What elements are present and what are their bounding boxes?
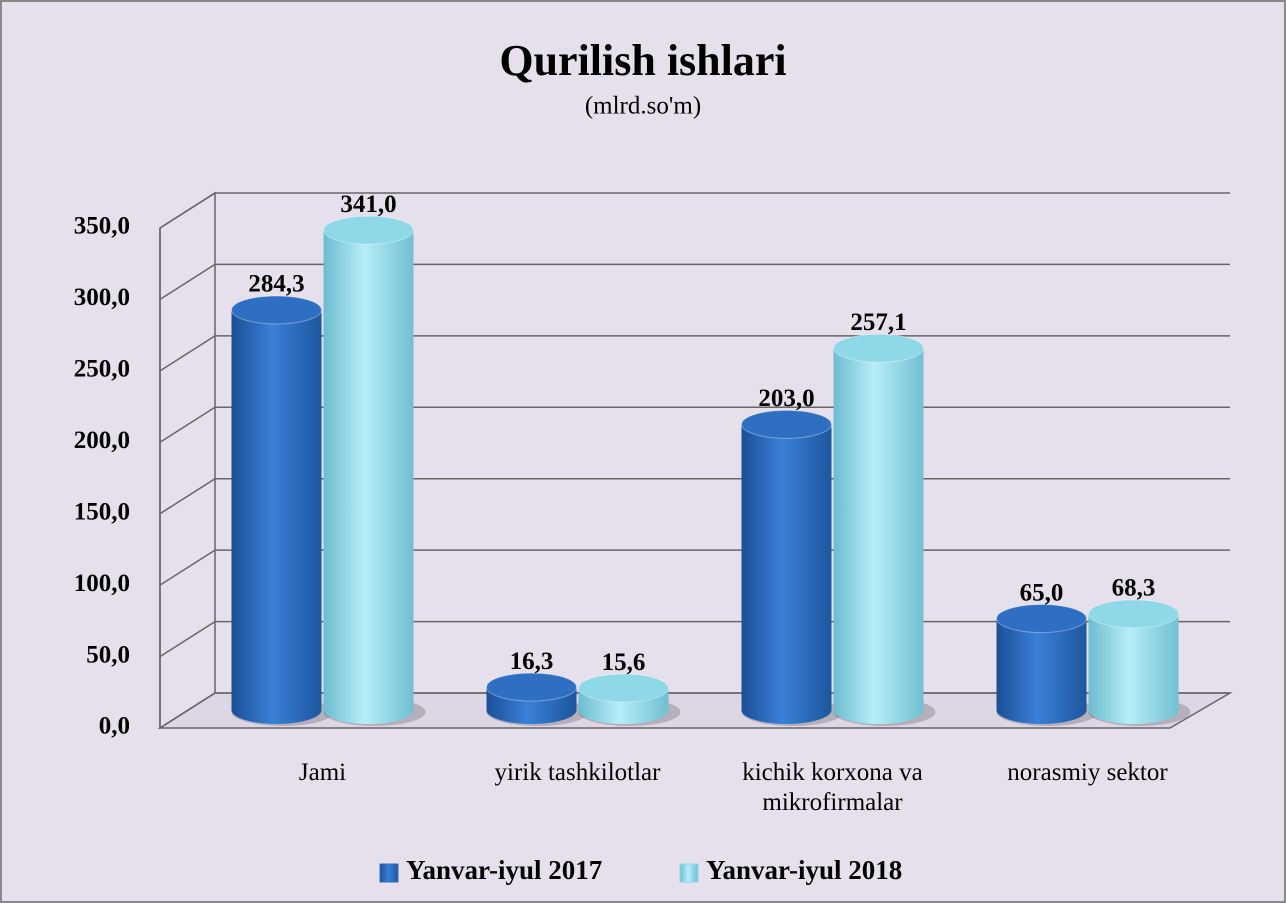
x-tick-label: norasmiy sektor bbox=[1007, 759, 1168, 786]
chart-title: Qurilish ishlari bbox=[499, 36, 786, 85]
legend-label: Yanvar-iyul 2018 bbox=[706, 855, 902, 885]
y-tick-label: 200,0 bbox=[74, 427, 130, 454]
bar bbox=[1088, 599, 1191, 726]
x-tick-label-box: kichik korxona va mikrofirmalar bbox=[742, 759, 923, 816]
bar-body bbox=[231, 309, 322, 710]
y-tick-label: 0,0 bbox=[99, 713, 130, 740]
bar-top bbox=[996, 604, 1087, 634]
bar-top bbox=[323, 215, 414, 245]
value-label: 257,1 bbox=[850, 309, 906, 336]
bar-body bbox=[1088, 613, 1179, 710]
bar-body bbox=[996, 618, 1087, 710]
y-tick-label: 350,0 bbox=[74, 213, 130, 240]
x-tick-label-box: yirik tashkilotlar bbox=[494, 759, 661, 786]
bar bbox=[323, 215, 426, 726]
y-tick-label: 150,0 bbox=[74, 498, 130, 525]
bar-top bbox=[741, 409, 832, 439]
x-tick-label: kichik korxona va mikrofirmalar bbox=[742, 759, 923, 816]
value-label: 68,3 bbox=[1112, 575, 1156, 602]
bar-top bbox=[578, 673, 669, 703]
value-label: 203,0 bbox=[758, 385, 814, 412]
bar-bottom bbox=[833, 696, 924, 724]
bar bbox=[486, 672, 589, 726]
bar bbox=[578, 673, 681, 726]
bar-bottom bbox=[323, 696, 414, 724]
x-tick-label: Jami bbox=[298, 759, 347, 786]
bar bbox=[231, 295, 334, 726]
bar bbox=[741, 409, 844, 726]
bar-bottom bbox=[231, 696, 322, 724]
chart-subtitle: (mlrd.so'm) bbox=[585, 93, 701, 120]
legend-swatch bbox=[679, 863, 699, 883]
value-label: 65,0 bbox=[1020, 579, 1064, 606]
bar-top bbox=[231, 295, 322, 325]
value-label: 341,0 bbox=[340, 191, 396, 218]
grid-line bbox=[159, 263, 1230, 301]
bar-body bbox=[833, 348, 924, 710]
value-label: 284,3 bbox=[248, 271, 304, 298]
bar bbox=[996, 604, 1099, 726]
bar-top bbox=[833, 333, 924, 363]
value-label: 15,6 bbox=[602, 649, 646, 676]
value-label: 16,3 bbox=[510, 648, 554, 675]
y-tick-label: 250,0 bbox=[74, 356, 130, 383]
bar bbox=[833, 333, 936, 726]
y-tick-label: 100,0 bbox=[74, 570, 130, 597]
bar-bottom bbox=[1088, 696, 1179, 724]
x-tick-label-box: Jami bbox=[298, 759, 347, 786]
y-tick-label: 50,0 bbox=[86, 641, 130, 668]
y-tick-label: 300,0 bbox=[74, 284, 130, 311]
x-tick-label: yirik tashkilotlar bbox=[494, 759, 661, 786]
grid-line bbox=[159, 192, 1230, 229]
bar-body bbox=[741, 424, 832, 710]
bar-bottom bbox=[741, 696, 832, 724]
bar-top bbox=[486, 672, 577, 702]
bar-bottom bbox=[486, 696, 577, 724]
bar-top bbox=[1088, 599, 1179, 629]
bar-bottom bbox=[996, 696, 1087, 724]
legend-swatch bbox=[379, 863, 399, 883]
back-wall bbox=[159, 191, 216, 730]
x-tick-label-box: norasmiy sektor bbox=[1007, 759, 1168, 786]
legend-label: Yanvar-iyul 2017 bbox=[406, 855, 602, 885]
bar-bottom bbox=[578, 696, 669, 724]
bar-body bbox=[323, 230, 414, 710]
